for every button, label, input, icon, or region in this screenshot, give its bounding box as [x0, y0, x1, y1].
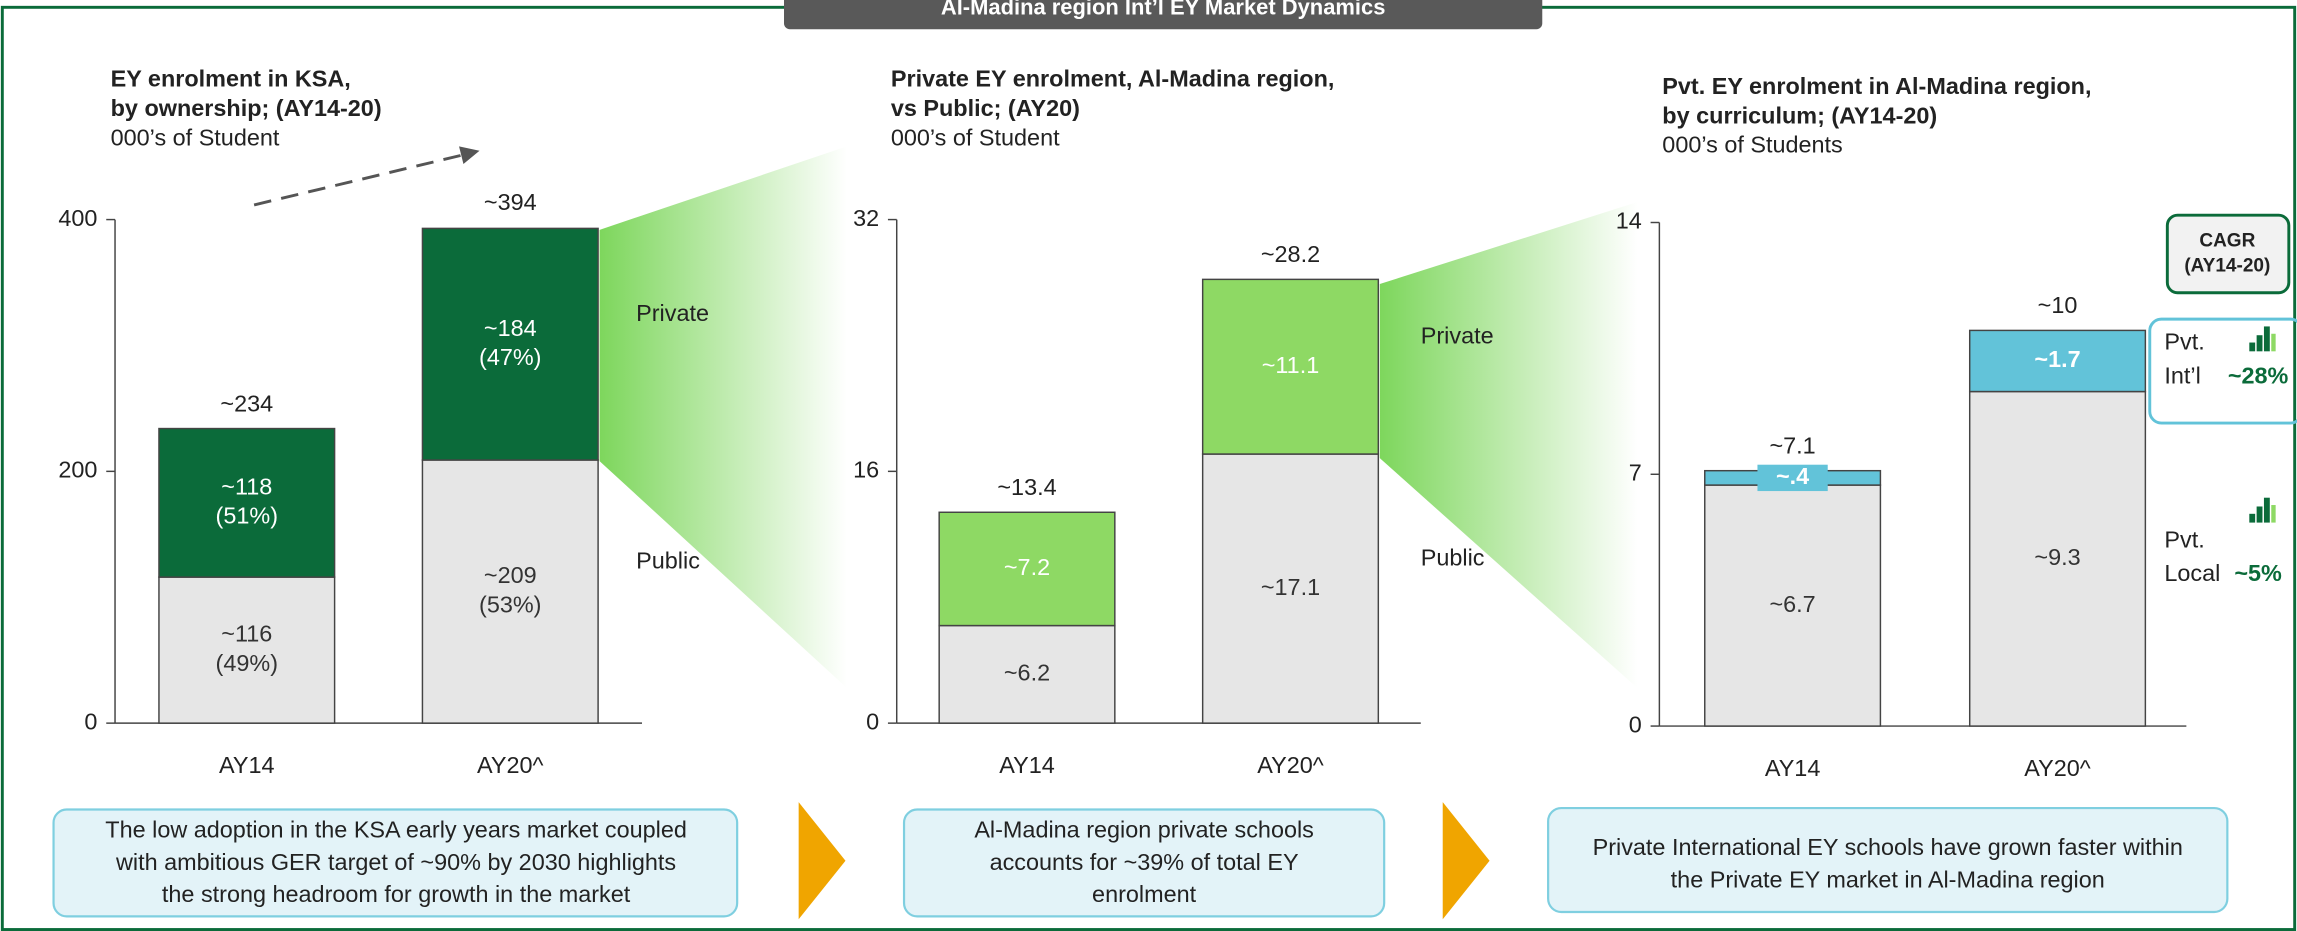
bar-segment	[938, 624, 1116, 724]
y-tick-label: 0	[84, 708, 97, 734]
header: Al-Madina region Int’l EY Market Dynamic…	[941, 0, 1386, 20]
value-label: ~17.1	[1261, 574, 1320, 600]
note-text: Private International EY schools have gr…	[1593, 834, 2183, 860]
x-tick-label: AY14	[1765, 755, 1821, 781]
value-label: ~116	[221, 621, 272, 647]
chart-subtitle: 000’s of Student	[111, 124, 280, 150]
total-label: ~10	[2038, 292, 2078, 318]
note-box	[902, 808, 1386, 918]
legend-label: Private	[636, 300, 709, 326]
x-tick-label: AY20^	[1257, 752, 1324, 778]
bar-segment	[1968, 329, 2147, 393]
highlight-box	[2148, 317, 2297, 425]
x-tick-label: AY14	[219, 752, 275, 778]
value-label: ~6.2	[1004, 660, 1050, 686]
y-tick-label: 0	[1629, 711, 1642, 737]
note-text: Al-Madina region private schools	[974, 817, 1314, 843]
note-box	[52, 808, 739, 918]
legend-label: Public	[1421, 545, 1485, 571]
chart-title: EY enrolment in KSA,	[111, 66, 351, 92]
y-tick-label: 7	[1629, 459, 1642, 485]
bar-segment	[158, 427, 336, 578]
legend-label: Pvt.	[2164, 526, 2204, 552]
note-text: the Private EY market in Al-Madina regio…	[1671, 866, 2105, 892]
y-tick-label: 0	[866, 708, 879, 734]
chart-title: by curriculum; (AY14-20)	[1662, 102, 1937, 128]
value-label: ~1.7	[2034, 346, 2080, 372]
legend-label: Public	[636, 547, 700, 573]
trend-arrow	[253, 153, 463, 207]
chart-title: Private EY enrolment, Al-Madina region,	[891, 66, 1335, 92]
note-text: with ambitious GER target of ~90% by 203…	[115, 849, 676, 875]
value-label: ~118	[221, 473, 272, 499]
trend-arrow-head	[459, 146, 480, 164]
chart-title: vs Public; (AY20)	[891, 95, 1080, 121]
note-text: The low adoption in the KSA early years …	[105, 817, 687, 843]
header-tab	[784, 0, 1543, 30]
connector	[1379, 202, 1638, 689]
cagr-value: ~5%	[2234, 560, 2282, 586]
bar-segment	[1968, 390, 2147, 727]
value-label: (53%)	[479, 591, 541, 617]
bar-segment	[421, 459, 599, 724]
total-label: ~13.4	[997, 474, 1056, 500]
bar-segment	[421, 227, 599, 461]
bar-segment	[1201, 278, 1380, 455]
value-label: (51%)	[216, 503, 278, 529]
cagr-title: (AY14-20)	[2184, 255, 2270, 276]
value-label: ~7.2	[1004, 554, 1050, 580]
total-label: ~394	[484, 189, 537, 215]
label-bg	[1757, 464, 1828, 492]
note-text: accounts for ~39% of total EY	[990, 849, 1299, 875]
legend-label: Pvt.	[2164, 329, 2204, 355]
total-label: ~234	[220, 390, 273, 416]
chart-title: by ownership; (AY14-20)	[111, 95, 382, 121]
x-tick-label: AY20^	[477, 752, 544, 778]
value-label: ~209	[484, 562, 537, 588]
value-label: ~9.3	[2034, 544, 2080, 570]
total-label: ~7.1	[1769, 432, 1815, 458]
bar-segment	[938, 511, 1116, 627]
value-label: ~184	[484, 315, 537, 341]
x-tick-label: AY20^	[2024, 755, 2091, 781]
chart-subtitle: 000’s of Students	[1662, 132, 1842, 158]
chart-subtitle: 000’s of Student	[891, 124, 1060, 150]
x-tick-label: AY14	[999, 752, 1055, 778]
value-label: ~11.1	[1262, 352, 1320, 378]
bar-segment	[1201, 453, 1380, 724]
legend-label: Private	[1421, 323, 1494, 349]
value-label: (49%)	[216, 650, 278, 676]
value-label: ~.4	[1776, 463, 1809, 489]
icon	[2249, 326, 2276, 523]
frame	[0, 5, 2297, 931]
cagr-title: CAGR	[2199, 231, 2255, 252]
connector	[599, 146, 847, 689]
y-tick-label: 16	[853, 457, 879, 483]
chevron	[1442, 802, 1490, 920]
value-label: ~6.7	[1769, 591, 1815, 617]
chart-title: Pvt. EY enrolment in Al-Madina region,	[1662, 73, 2091, 99]
chevron	[798, 802, 846, 920]
note-text: the strong headroom for growth in the ma…	[162, 881, 631, 907]
cagr-box	[2165, 213, 2291, 295]
cagr-value: ~28%	[2228, 362, 2289, 388]
note-text: enrolment	[1092, 881, 1197, 907]
legend-label: Int’l	[2164, 362, 2200, 388]
note-box	[1547, 806, 2229, 914]
legend-label: Local	[2164, 560, 2220, 586]
bar-segment	[158, 576, 336, 724]
y-tick-label: 200	[58, 457, 97, 483]
bar-segment	[1704, 484, 1882, 727]
value-label: (47%)	[479, 344, 541, 370]
y-tick-label: 400	[58, 205, 97, 231]
y-tick-label: 14	[1616, 208, 1642, 234]
total-label: ~28.2	[1261, 241, 1320, 267]
y-tick-label: 32	[853, 205, 879, 231]
